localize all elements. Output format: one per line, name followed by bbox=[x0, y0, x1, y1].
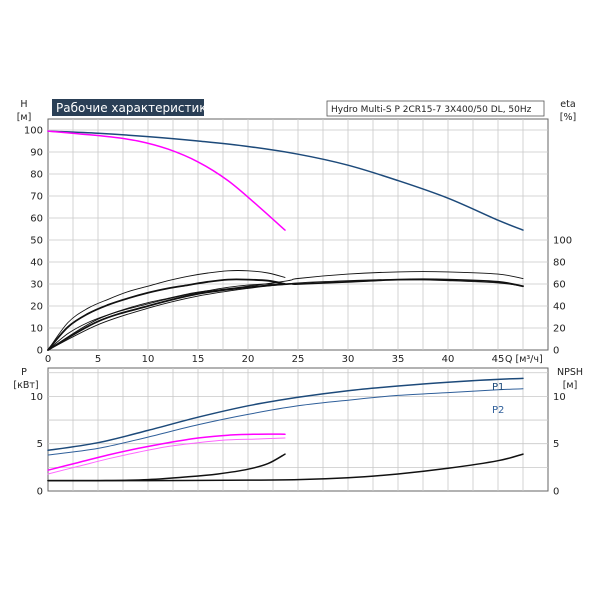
chart-title: Рабочие характеристики bbox=[56, 101, 214, 115]
top-left-tick-labels: 0 10 20 30 40 50 60 70 80 90 100 bbox=[24, 126, 43, 357]
top-grid bbox=[48, 119, 548, 350]
top-series-group bbox=[47, 130, 524, 351]
series-line-eta-two-pumps-upper bbox=[47, 271, 524, 351]
bottom-left-tick-labels: 0 5 10 bbox=[30, 392, 43, 498]
x-tick-label: 0 bbox=[45, 354, 51, 365]
chart-subtitle-box bbox=[326, 100, 545, 117]
bottom-left-axis-unit: [кВт] bbox=[13, 380, 38, 391]
bottom-series-group bbox=[47, 377, 524, 482]
top-right-tick-labels: 0 20 40 60 80 100 bbox=[553, 236, 572, 357]
series-line-P1-two-pumps bbox=[47, 377, 524, 452]
left-tick-label: 40 bbox=[30, 258, 43, 269]
x-tick-label: 40 bbox=[442, 354, 455, 365]
right-tick-label: 80 bbox=[553, 258, 566, 269]
right-tick-label: 10 bbox=[553, 392, 566, 403]
bottom-left-axis-label: P bbox=[21, 367, 27, 378]
series-line-eta-two-pumps-main bbox=[47, 278, 524, 351]
x-tick-label: 35 bbox=[392, 354, 405, 365]
x-tick-label: 45 bbox=[492, 354, 505, 365]
series-line-P1-one-pump bbox=[47, 433, 286, 471]
left-tick-label: 30 bbox=[30, 280, 43, 291]
top-x-axis-label: Q [м³/ч] bbox=[505, 354, 543, 365]
left-tick-label: 20 bbox=[30, 302, 43, 313]
series-line-head-one-pump bbox=[47, 130, 286, 231]
x-tick-label: 25 bbox=[292, 354, 305, 365]
x-tick-label: 15 bbox=[192, 354, 205, 365]
right-tick-label: 40 bbox=[553, 302, 566, 313]
x-tick-label: 30 bbox=[342, 354, 355, 365]
left-tick-label: 50 bbox=[30, 236, 43, 247]
bottom-right-axis-unit: [м] bbox=[563, 380, 578, 391]
series-line-eta-one-pump-upper bbox=[47, 270, 286, 351]
right-tick-label: 20 bbox=[553, 324, 566, 335]
top-left-axis-label: H bbox=[20, 99, 27, 110]
left-tick-label: 100 bbox=[24, 126, 43, 137]
left-tick-label: 90 bbox=[30, 148, 43, 159]
left-tick-label: 0 bbox=[37, 487, 43, 498]
series-line-P2-two-pumps bbox=[47, 388, 524, 456]
legend-label-p2: P2 bbox=[492, 405, 504, 416]
x-tick-label: 10 bbox=[142, 354, 155, 365]
right-tick-label: 60 bbox=[553, 280, 566, 291]
series-line-eta-one-pump-main bbox=[47, 278, 286, 351]
series-line-npsh-two-pumps bbox=[47, 453, 524, 482]
series-line-P2-one-pump bbox=[47, 437, 286, 475]
top-panel: 0 10 20 30 40 50 60 70 80 90 100 0 20 40 60 80 100 0 5 10… bbox=[17, 99, 576, 365]
top-right-axis-unit: [%] bbox=[560, 112, 576, 123]
left-tick-label: 10 bbox=[30, 392, 43, 403]
bottom-grid bbox=[48, 368, 548, 491]
x-tick-label: 5 bbox=[95, 354, 101, 365]
series-line-head-two-pumps bbox=[47, 130, 524, 231]
left-tick-label: 60 bbox=[30, 214, 43, 225]
right-tick-label: 0 bbox=[553, 487, 559, 498]
legend-label-p1: P1 bbox=[492, 382, 504, 393]
chart-subtitle: Hydro Multi-S P 2CR15-7 3X400/50 DL, 50H… bbox=[331, 105, 532, 115]
left-tick-label: 70 bbox=[30, 192, 43, 203]
right-tick-label: 5 bbox=[553, 439, 559, 450]
series-line-eta-one-pump-lower bbox=[47, 283, 286, 351]
chart-title-badge bbox=[52, 99, 204, 116]
x-tick-label: 20 bbox=[242, 354, 255, 365]
left-tick-label: 10 bbox=[30, 324, 43, 335]
bottom-right-axis-label: NPSH bbox=[557, 367, 583, 378]
left-tick-label: 0 bbox=[37, 346, 43, 357]
top-right-axis-label: eta bbox=[560, 99, 575, 110]
right-tick-label: 0 bbox=[553, 346, 559, 357]
right-tick-label: 100 bbox=[553, 236, 572, 247]
left-tick-label: 80 bbox=[30, 170, 43, 181]
top-x-tick-labels: 0 5 10 15 20 25 30 35 40 45 bbox=[45, 354, 505, 365]
bottom-panel: 0 5 10 0 5 10 P [кВт] NPSH [м] P1 P2 bbox=[13, 367, 583, 498]
top-left-axis-unit: [м] bbox=[17, 112, 32, 123]
left-tick-label: 5 bbox=[37, 439, 43, 450]
bottom-right-tick-labels: 0 5 10 bbox=[553, 392, 566, 498]
